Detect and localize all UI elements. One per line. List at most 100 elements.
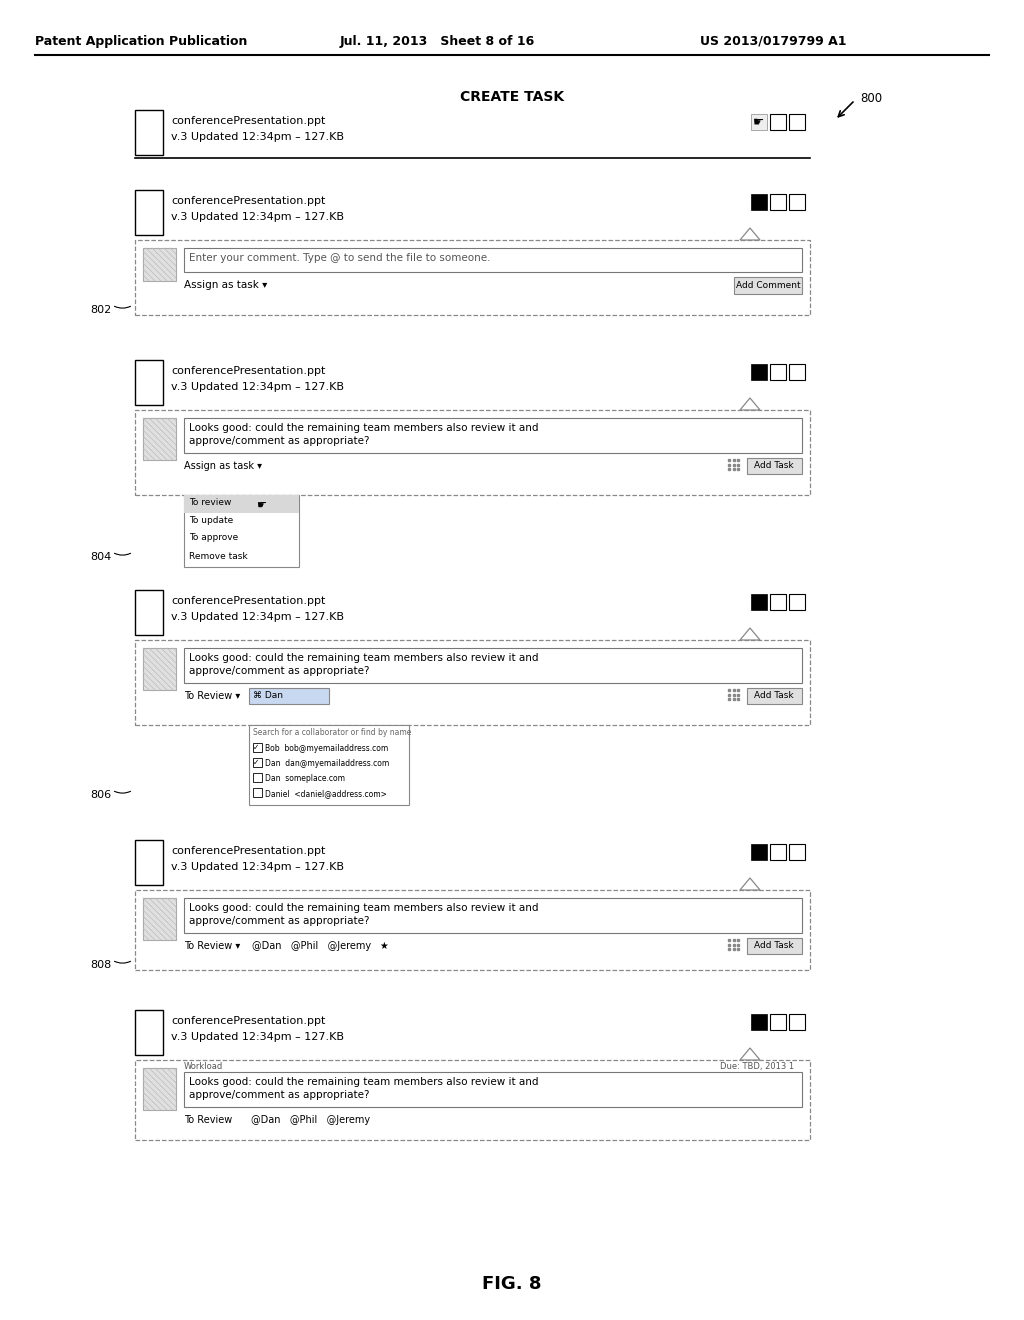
Text: 804: 804 xyxy=(90,552,112,562)
Text: ⌘ Dan: ⌘ Dan xyxy=(253,690,283,700)
Polygon shape xyxy=(740,228,760,240)
Text: v.3 Updated 12:34pm – 127.KB: v.3 Updated 12:34pm – 127.KB xyxy=(171,132,344,143)
Text: approve/comment as appropriate?: approve/comment as appropriate? xyxy=(189,667,370,676)
Bar xyxy=(135,1010,163,1055)
Text: 802: 802 xyxy=(90,305,112,315)
Bar xyxy=(135,411,810,495)
Text: Patent Application Publication: Patent Application Publication xyxy=(35,36,248,48)
Text: Assign as task ▾: Assign as task ▾ xyxy=(184,280,267,290)
Bar xyxy=(790,364,805,380)
Bar xyxy=(790,594,805,610)
Text: v.3 Updated 12:34pm – 127.KB: v.3 Updated 12:34pm – 127.KB xyxy=(171,612,344,622)
Text: To Review ▾: To Review ▾ xyxy=(184,690,241,701)
Bar xyxy=(746,939,802,954)
Bar xyxy=(770,594,786,610)
Bar xyxy=(135,890,810,970)
Bar xyxy=(135,110,163,154)
Text: v.3 Updated 12:34pm – 127.KB: v.3 Updated 12:34pm – 127.KB xyxy=(171,1032,344,1041)
Text: approve/comment as appropriate?: approve/comment as appropriate? xyxy=(189,436,370,446)
Polygon shape xyxy=(740,628,760,640)
Text: To Review      @Dan   @Phil   @Jeremy: To Review @Dan @Phil @Jeremy xyxy=(184,1115,370,1125)
Bar xyxy=(770,114,786,129)
Bar xyxy=(143,898,176,940)
Text: ✓: ✓ xyxy=(253,743,259,752)
Text: Looks good: could the remaining team members also review it and: Looks good: could the remaining team mem… xyxy=(189,653,539,663)
Text: Looks good: could the remaining team members also review it and: Looks good: could the remaining team mem… xyxy=(189,903,539,913)
Text: Add Task: Add Task xyxy=(755,690,794,700)
Text: v.3 Updated 12:34pm – 127.KB: v.3 Updated 12:34pm – 127.KB xyxy=(171,381,344,392)
Text: ★: ★ xyxy=(379,941,388,950)
Bar xyxy=(135,840,163,884)
Text: Dan  someplace.com: Dan someplace.com xyxy=(265,774,345,783)
Bar xyxy=(751,364,767,380)
Bar xyxy=(253,758,262,767)
Text: CREATE TASK: CREATE TASK xyxy=(460,90,564,104)
Bar xyxy=(135,240,810,315)
Bar xyxy=(143,648,176,690)
Text: Search for a collaborator or find by name: Search for a collaborator or find by nam… xyxy=(253,729,412,737)
Text: 800: 800 xyxy=(860,92,882,106)
Text: Enter your comment. Type @ to send the file to someone.: Enter your comment. Type @ to send the f… xyxy=(189,253,490,263)
Polygon shape xyxy=(740,399,760,411)
Text: Due: TBD, 2013 1: Due: TBD, 2013 1 xyxy=(720,1063,795,1071)
Bar xyxy=(790,194,805,210)
Text: Looks good: could the remaining team members also review it and: Looks good: could the remaining team mem… xyxy=(189,1077,539,1086)
Bar xyxy=(770,843,786,861)
Text: Bob  bob@myemailaddress.com: Bob bob@myemailaddress.com xyxy=(265,744,388,752)
Text: v.3 Updated 12:34pm – 127.KB: v.3 Updated 12:34pm – 127.KB xyxy=(171,213,344,222)
Text: ✓: ✓ xyxy=(253,758,259,767)
Text: 808: 808 xyxy=(90,960,112,970)
Polygon shape xyxy=(740,1048,760,1060)
Bar xyxy=(751,114,767,129)
Bar xyxy=(184,1072,802,1107)
Text: Assign as task ▾: Assign as task ▾ xyxy=(184,461,262,471)
Text: conferencePresentation.ppt: conferencePresentation.ppt xyxy=(171,116,326,125)
Bar xyxy=(790,1014,805,1030)
Bar xyxy=(790,843,805,861)
Bar xyxy=(751,843,767,861)
Bar xyxy=(135,1060,810,1140)
Text: To Review ▾: To Review ▾ xyxy=(184,941,241,950)
Bar xyxy=(135,640,810,725)
Text: approve/comment as appropriate?: approve/comment as appropriate? xyxy=(189,1090,370,1100)
Bar xyxy=(249,688,329,704)
Text: approve/comment as appropriate?: approve/comment as appropriate? xyxy=(189,916,370,927)
Text: Looks good: could the remaining team members also review it and: Looks good: could the remaining team mem… xyxy=(189,422,539,433)
Bar xyxy=(143,1068,176,1110)
Text: Jul. 11, 2013   Sheet 8 of 16: Jul. 11, 2013 Sheet 8 of 16 xyxy=(340,36,536,48)
Text: Daniel  <daniel@address.com>: Daniel <daniel@address.com> xyxy=(265,789,387,799)
Polygon shape xyxy=(740,878,760,890)
Text: ☛: ☛ xyxy=(754,116,765,128)
Text: conferencePresentation.ppt: conferencePresentation.ppt xyxy=(171,195,326,206)
Bar xyxy=(253,743,262,752)
Bar xyxy=(770,364,786,380)
Bar xyxy=(253,774,262,781)
Text: conferencePresentation.ppt: conferencePresentation.ppt xyxy=(171,366,326,376)
Text: To review: To review xyxy=(189,498,231,507)
Bar xyxy=(746,458,802,474)
Text: conferencePresentation.ppt: conferencePresentation.ppt xyxy=(171,846,326,855)
Bar xyxy=(770,194,786,210)
Bar xyxy=(184,648,802,682)
Bar xyxy=(253,788,262,797)
Text: To approve: To approve xyxy=(189,533,239,543)
Text: US 2013/0179799 A1: US 2013/0179799 A1 xyxy=(700,36,847,48)
Bar xyxy=(734,277,802,294)
Text: 806: 806 xyxy=(90,789,112,800)
Text: ☛: ☛ xyxy=(256,500,266,510)
Bar xyxy=(184,898,802,933)
Text: @Dan   @Phil   @Jeremy: @Dan @Phil @Jeremy xyxy=(252,941,371,950)
Bar xyxy=(184,418,802,453)
Text: To update: To update xyxy=(189,516,233,525)
Bar xyxy=(184,248,802,272)
Bar xyxy=(143,248,176,281)
Bar xyxy=(751,1014,767,1030)
Bar xyxy=(790,114,805,129)
Bar xyxy=(770,1014,786,1030)
Bar xyxy=(184,495,299,568)
Bar xyxy=(751,194,767,210)
Bar xyxy=(184,495,299,513)
Text: FIG. 8: FIG. 8 xyxy=(482,1275,542,1294)
Text: v.3 Updated 12:34pm – 127.KB: v.3 Updated 12:34pm – 127.KB xyxy=(171,862,344,873)
Text: Workload: Workload xyxy=(184,1063,223,1071)
